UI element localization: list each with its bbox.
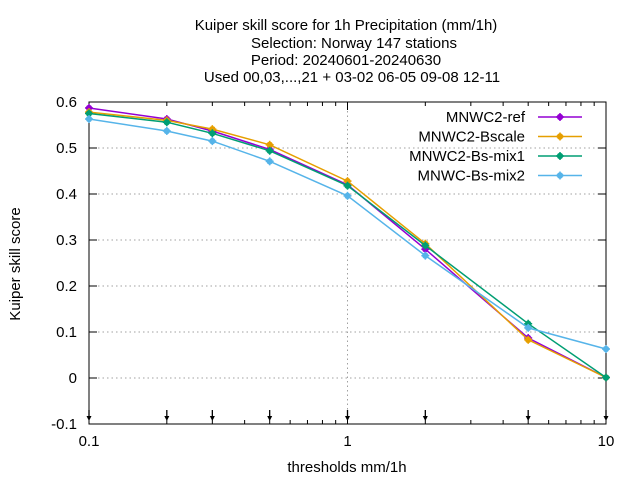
y-tick-label: 0.3 [56, 232, 77, 249]
y-tick-label: 0 [69, 370, 77, 387]
legend-swatch-marker [556, 171, 564, 180]
series-mnwc2-bs-mix1 [85, 109, 610, 382]
legend-label: MNWC-Bs-mix2 [418, 168, 525, 185]
plot-frame [88, 101, 607, 425]
x-axis-label: thresholds mm/1h [287, 459, 406, 476]
data-point [421, 241, 430, 250]
data-point [343, 181, 352, 190]
data-point [162, 118, 171, 127]
chart-title: Kuiper skill score for 1h Precipitation … [195, 17, 500, 86]
title-line-1: Kuiper skill score for 1h Precipitation … [195, 17, 498, 34]
data-point [265, 157, 274, 166]
data-point [343, 191, 352, 200]
y-tick-label: 0.1 [56, 324, 77, 341]
data-point [265, 146, 274, 155]
title-line-3: Period: 20240601-20240630 [251, 52, 441, 69]
series-line [88, 118, 607, 350]
series-lines [85, 103, 610, 382]
x-tick-label: 0.1 [79, 433, 100, 450]
x-axis-ticks: 0.1 1 10 [79, 102, 615, 450]
y-tick-label: 0.4 [56, 186, 77, 203]
legend-label: MNWC2-Bscale [418, 129, 525, 146]
x-tick-label: 10 [598, 433, 615, 450]
threshold-marker-arrow [422, 416, 428, 421]
y-axis-ticks: -0.1 0 0.1 0.2 0.3 0.4 0.5 0.6 [51, 94, 606, 433]
series-line [88, 111, 607, 379]
legend-label: MNWC2-Bs-mix1 [409, 148, 525, 165]
series-mnwc-bs-mix2 [85, 115, 610, 354]
y-tick-label: 0.5 [56, 140, 77, 157]
title-line-4: Used 00,03,...,21 + 03-02 06-05 09-08 12… [204, 69, 500, 86]
legend-label: MNWC2-ref [446, 109, 526, 126]
threshold-marker-arrow [525, 416, 531, 421]
threshold-marker-arrow [209, 416, 215, 421]
data-point [524, 335, 533, 344]
legend: MNWC2-ref MNWC2-Bscale MNWC2-Bs-mix1 MNWC-B… [409, 109, 582, 185]
threshold-marker-arrow [267, 416, 273, 421]
legend-swatch-marker [556, 152, 564, 160]
threshold-marker-arrow [164, 416, 170, 421]
data-point [602, 345, 610, 354]
y-tick-label: 0.2 [56, 278, 77, 295]
data-point [602, 373, 610, 382]
legend-swatch-marker [556, 113, 564, 121]
title-line-2: Selection: Norway 147 stations [251, 35, 457, 52]
data-point [524, 323, 533, 332]
y-tick-label: -0.1 [51, 416, 77, 433]
y-tick-label: 0.6 [56, 94, 77, 111]
data-point [208, 129, 217, 138]
data-point [421, 251, 430, 260]
legend-swatch-marker [556, 132, 564, 141]
gridlines [89, 102, 606, 424]
plot-frame-border [88, 101, 607, 425]
series-line [88, 112, 607, 379]
x-tick-label: 1 [343, 433, 351, 450]
data-point [85, 115, 93, 124]
data-point [208, 137, 217, 146]
data-point [162, 126, 171, 135]
y-axis-label: Kuiper skill score [7, 207, 24, 320]
